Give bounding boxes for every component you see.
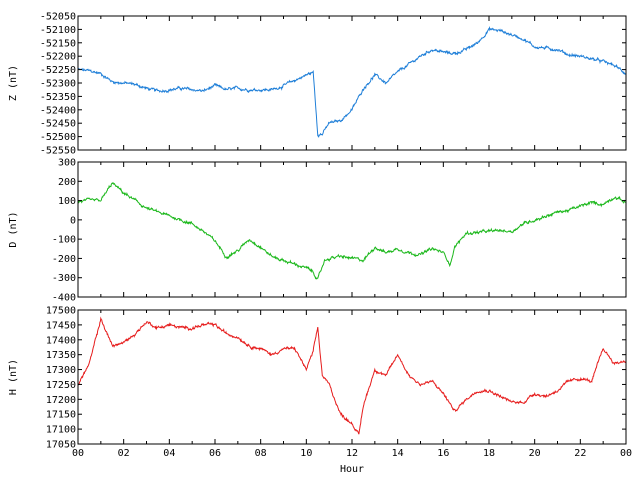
x-tick-label: 20 [529,448,541,459]
x-tick-label: 00 [72,448,84,459]
y-tick-label: 200 [58,177,76,188]
y-tick-label: 0 [70,215,76,226]
y-tick-label: -52550 [40,146,76,157]
y-tick-label: -400 [52,293,76,304]
x-tick-label: 22 [574,448,586,459]
y-axis-label-2: D (nT) [8,211,19,247]
y-tick-label: -300 [52,273,76,284]
y-tick-label: 17500 [46,306,76,317]
plot-frame-2 [77,161,627,298]
series-line-2 [77,182,626,280]
y-tick-label: 300 [58,158,76,169]
y-tick-label: 17200 [46,395,76,406]
x-axis-label: Hour [340,464,364,475]
x-tick-label: 06 [209,448,221,459]
y-tick-label: -52100 [40,25,76,36]
x-tick-label: 16 [437,448,449,459]
x-tick-label: 04 [163,448,175,459]
y-tick-label: -52150 [40,38,76,49]
y-tick-label: -52350 [40,92,76,103]
x-tick-label: 10 [300,448,312,459]
x-tick-label: 00 [620,448,632,459]
y-tick-label: -52450 [40,119,76,130]
y-tick-label: 17350 [46,350,76,361]
x-tick-label: 02 [118,448,130,459]
plot-frame-1 [77,15,627,151]
y-tick-label: 17250 [46,380,76,391]
y-tick-label: -52250 [40,65,76,76]
series-line-1 [77,25,627,138]
y-axis-label-1: Z (nT) [8,65,19,101]
y-tick-label: -200 [52,254,76,265]
y-tick-label: -52500 [40,132,76,143]
y-tick-label: 17150 [46,410,76,421]
y-tick-label: 17050 [46,440,76,451]
x-tick-label: 08 [255,448,267,459]
x-tick-label: 14 [392,448,404,459]
y-tick-label: 100 [58,196,76,207]
y-tick-label: 17450 [46,320,76,331]
y-tick-label: -100 [52,235,76,246]
y-tick-label: -52400 [40,105,76,116]
y-tick-label: 17300 [46,365,76,376]
x-tick-label: 12 [346,448,358,459]
y-tick-label: -52200 [40,52,76,63]
y-tick-label: -52050 [40,12,76,23]
x-tick-label: 18 [483,448,495,459]
y-tick-label: 17100 [46,425,76,436]
y-tick-label: -52300 [40,79,76,90]
y-tick-label: 17400 [46,335,76,346]
y-axis-label-3: H (nT) [8,359,19,395]
series-line-3 [78,316,627,435]
